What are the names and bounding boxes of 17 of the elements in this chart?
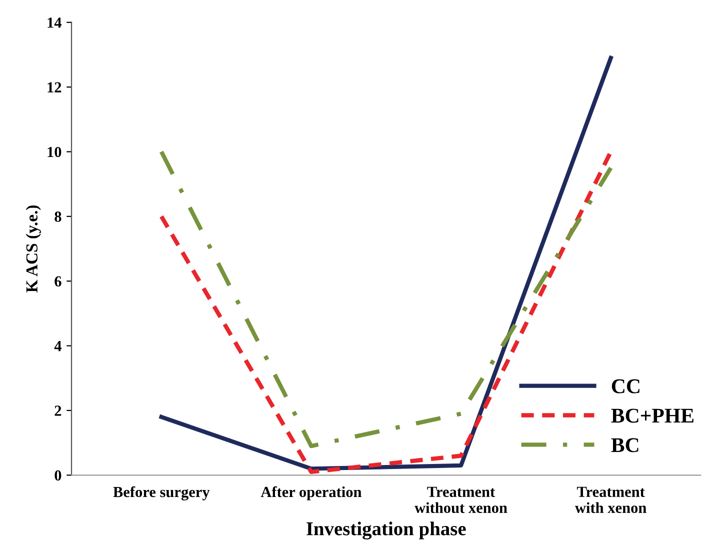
x-tick-label: After operation	[260, 486, 362, 500]
y-tick-label: 4	[54, 341, 62, 352]
y-tick-label: 12	[48, 82, 62, 92]
x-tick-label: Treatment with xenon	[574, 486, 646, 513]
y-tick-label: 6	[54, 276, 62, 287]
y-tick-label: 8	[54, 212, 62, 222]
legend-label: BC+PHE	[611, 408, 694, 423]
y-axis-title: K ACS (y.e.)	[26, 206, 41, 292]
y-tick-label: 10	[48, 146, 62, 158]
x-tick-label: Treatment without xenon	[414, 486, 508, 514]
legend-label: CC	[612, 379, 640, 394]
legend-label: BC	[611, 438, 638, 452]
y-tick-label: 14	[48, 18, 62, 28]
x-axis-title: Investigation phase	[306, 522, 466, 540]
y-tick-label: 0	[54, 470, 62, 481]
x-tick-label: Before surgery	[113, 486, 210, 500]
y-tick-label: 2	[54, 406, 62, 416]
